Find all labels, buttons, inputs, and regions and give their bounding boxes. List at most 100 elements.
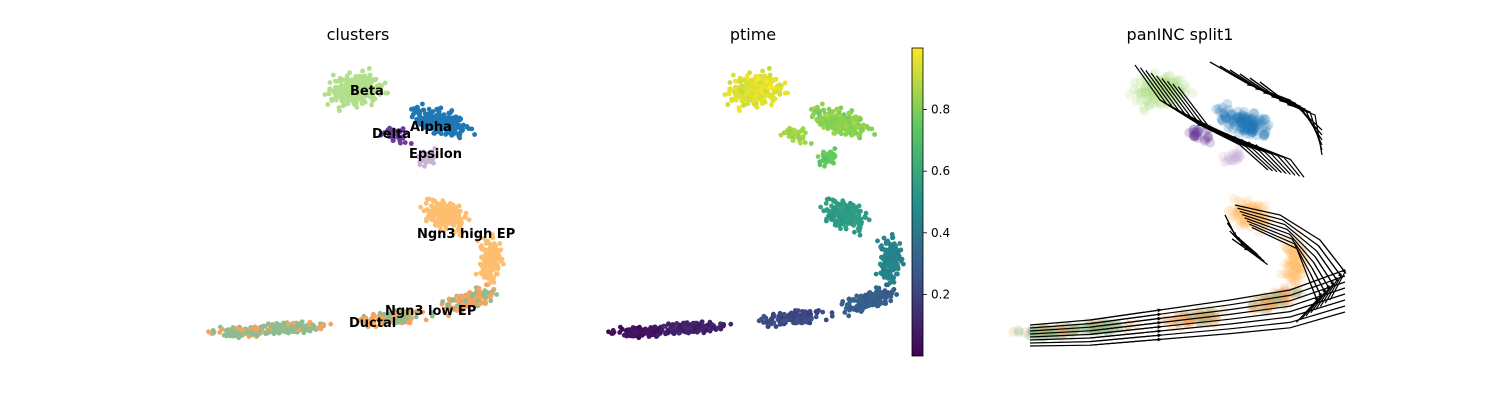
cluster-point <box>226 327 232 333</box>
stream-point <box>1260 126 1271 137</box>
cluster-point <box>327 86 332 92</box>
stream-point <box>1157 91 1168 102</box>
streamline-arrow <box>1209 61 1253 87</box>
colorbar-tick-label: 0.4 <box>931 226 950 240</box>
stream-point <box>1172 76 1182 87</box>
ptime-point <box>852 128 857 134</box>
cluster-point <box>491 275 496 281</box>
stream-point <box>1263 298 1274 309</box>
cluster-point <box>421 107 426 113</box>
stream-point <box>1233 205 1244 216</box>
cluster-point <box>435 203 441 208</box>
cluster-point <box>451 120 457 126</box>
stream-point <box>1014 327 1024 338</box>
cluster-point <box>381 311 387 317</box>
ptime-point <box>676 326 682 332</box>
stream-point <box>1261 295 1271 306</box>
cluster-point <box>473 271 479 277</box>
ptime-point <box>773 76 779 82</box>
ptime-point <box>826 116 832 122</box>
ptime-point <box>760 68 765 74</box>
cluster-point <box>276 326 282 332</box>
cluster-point <box>333 78 338 84</box>
ptime-point <box>876 285 882 291</box>
cluster-point <box>252 324 258 330</box>
cluster-point <box>445 302 451 308</box>
cluster-point <box>344 84 349 90</box>
cluster-point <box>307 326 312 332</box>
cluster-point <box>493 243 498 249</box>
ptime-point <box>744 84 749 90</box>
ptime-point <box>856 203 862 209</box>
cluster-point <box>367 72 373 78</box>
stream-point <box>1259 129 1270 140</box>
stream-point <box>1242 112 1253 123</box>
streamline-arrow <box>1317 245 1343 278</box>
stream-point <box>1141 86 1152 97</box>
ptime-point <box>814 116 819 122</box>
streamline-arrow <box>1309 273 1323 299</box>
ptime-point <box>765 324 771 329</box>
ptime-point <box>891 275 896 281</box>
stream-point <box>1231 148 1242 159</box>
stream-point <box>1256 301 1267 312</box>
ptime-point <box>842 310 848 315</box>
ptime-point <box>640 327 646 333</box>
ptime-point <box>838 205 844 211</box>
ptime-point <box>807 320 813 326</box>
ptime-point <box>754 104 760 110</box>
cluster-point <box>417 159 423 165</box>
stream-point <box>1260 114 1271 124</box>
cluster-point <box>457 220 463 226</box>
ptime-point <box>824 207 830 212</box>
ptime-point <box>889 232 895 237</box>
cluster-point <box>244 330 250 335</box>
stream-point <box>1190 127 1200 138</box>
cluster-point <box>458 216 464 222</box>
cluster-point <box>424 218 429 224</box>
stream-point <box>1242 113 1253 124</box>
cluster-point <box>463 298 469 304</box>
stream-point <box>1244 114 1254 125</box>
streamline-arrow <box>1313 262 1331 291</box>
ptime-point <box>825 126 831 132</box>
ptime-point <box>773 324 779 329</box>
stream-point <box>1190 130 1201 141</box>
stream-point <box>1227 155 1238 166</box>
stream-point <box>1289 258 1300 269</box>
streamline-arrow <box>1231 238 1249 251</box>
stream-point <box>1244 123 1255 134</box>
ptime-point <box>820 101 825 107</box>
cluster-point <box>421 116 426 122</box>
cluster-point <box>360 68 365 74</box>
stream-point <box>1241 123 1252 134</box>
stream-point <box>1219 110 1230 121</box>
ptime-point <box>830 155 836 161</box>
stream-point <box>1184 127 1195 138</box>
ptime-point <box>730 72 736 78</box>
streamline <box>1029 281 1346 332</box>
ptime-point <box>822 163 827 169</box>
stream-point <box>1239 106 1250 117</box>
stream-point <box>1139 81 1150 92</box>
cluster-point <box>441 215 447 221</box>
streamline-arrow <box>1239 73 1276 99</box>
ptime-point <box>863 294 869 299</box>
ptime-point <box>845 220 851 226</box>
stream-point <box>1228 210 1239 221</box>
stream-point <box>1202 131 1213 142</box>
ptime-point <box>782 80 788 86</box>
ptime-point <box>666 321 671 327</box>
cluster-point <box>486 247 491 253</box>
cluster-point <box>362 88 368 94</box>
cluster-point <box>394 313 400 318</box>
stream-point <box>1278 292 1289 303</box>
panINC-stream-scatter <box>1008 67 1312 343</box>
cluster-point <box>446 110 452 116</box>
ptime-point <box>626 327 632 333</box>
stream-point <box>1140 87 1151 98</box>
cluster-point <box>389 130 395 136</box>
ptime-point <box>890 235 895 241</box>
stream-point <box>1140 83 1151 94</box>
cluster-point <box>377 310 383 316</box>
